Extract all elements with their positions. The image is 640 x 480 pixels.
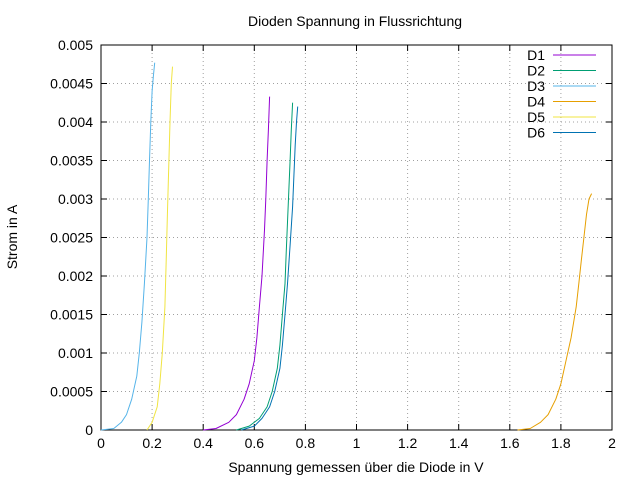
- y-tick-label: 0.0045: [50, 76, 93, 92]
- series-line-d1: [203, 96, 271, 431]
- x-tick-label: 1.2: [398, 435, 418, 451]
- y-tick-label: 0.004: [58, 114, 93, 130]
- series-lines: [100, 62, 593, 431]
- x-tick-label: 2: [608, 435, 616, 451]
- y-tick-label: 0.0005: [50, 384, 93, 400]
- x-tick-label: 0.6: [245, 435, 265, 451]
- x-tick-label: 0: [97, 435, 105, 451]
- series-line-d6: [241, 106, 299, 431]
- y-axis-label: Strom in A: [4, 204, 20, 269]
- legend-label-d2: D2: [527, 63, 545, 79]
- y-tick-label: 0.003: [58, 191, 93, 207]
- x-axis-label: Spannung gemessen über die Diode in V: [228, 459, 484, 475]
- legend-label-d6: D6: [527, 125, 545, 141]
- series-line-d4: [517, 193, 593, 431]
- legend-label-d5: D5: [527, 109, 545, 125]
- series-line-d5: [146, 66, 173, 431]
- x-tick-label: 1: [353, 435, 361, 451]
- x-tick-label: 1.8: [551, 435, 571, 451]
- y-tick-label: 0.0035: [50, 153, 93, 169]
- grid-lines: [101, 45, 612, 430]
- x-tick-label: 0.8: [296, 435, 316, 451]
- chart-title: Dioden Spannung in Flussrichtung: [248, 13, 462, 29]
- axis-ticks: 0 0.2 0.4 0.6 0.8 1 1.2 1.4 1.6 1.8 2 0 0.0005 0.001 0…: [50, 37, 616, 451]
- x-tick-label: 0.2: [142, 435, 162, 451]
- legend-label-d3: D3: [527, 78, 545, 94]
- legend-label-d4: D4: [527, 94, 545, 110]
- x-tick-label: 1.4: [449, 435, 469, 451]
- y-tick-label: 0.0015: [50, 307, 93, 323]
- y-tick-label: 0.001: [58, 345, 93, 361]
- y-tick-label: 0.0025: [50, 230, 93, 246]
- series-line-d3: [100, 62, 156, 431]
- y-tick-label: 0.002: [58, 268, 93, 284]
- x-tick-label: 0.4: [193, 435, 213, 451]
- y-tick-label: 0: [85, 422, 93, 438]
- series-line-d2: [236, 102, 294, 431]
- x-tick-label: 1.6: [500, 435, 520, 451]
- y-tick-label: 0.005: [58, 37, 93, 53]
- legend-label-d1: D1: [527, 47, 545, 63]
